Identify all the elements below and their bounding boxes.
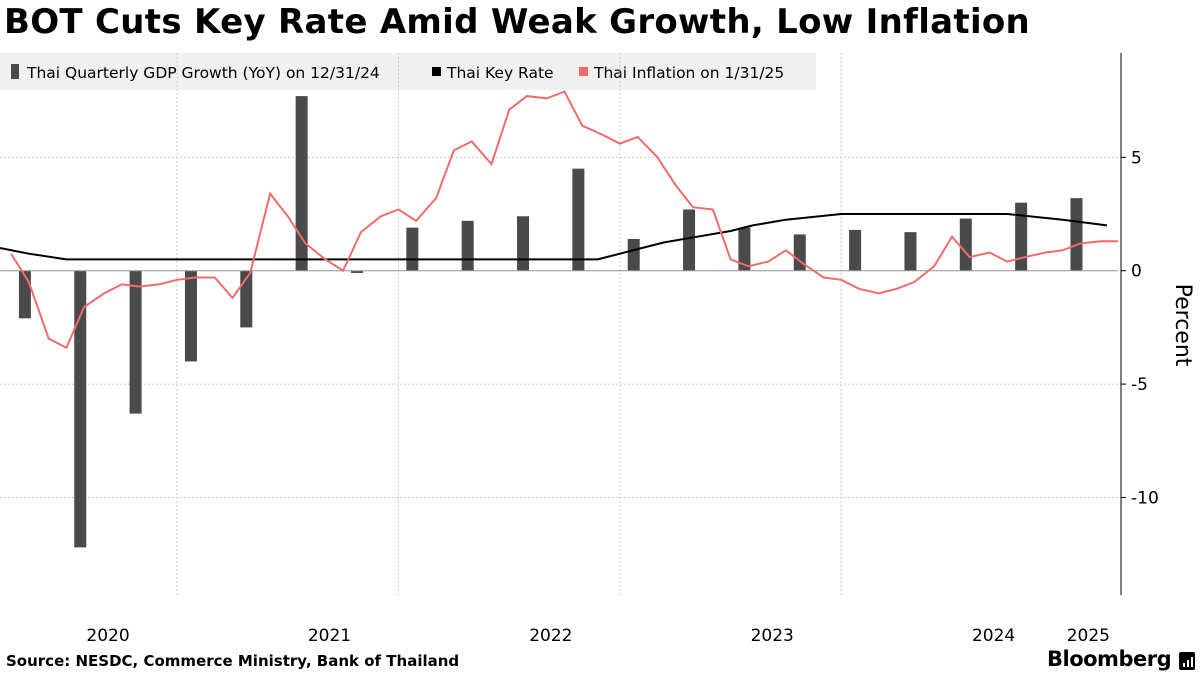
- legend-swatch-gdp: [11, 64, 19, 79]
- gdp-bar-2020Q1: [18, 270, 31, 319]
- y-tick-label: -10: [1131, 488, 1159, 508]
- legend-label-gdp: Thai Quarterly GDP Growth (YoY) on 12/31…: [26, 64, 380, 82]
- y-axis-ticks: 5 0 -5 -10: [1121, 148, 1159, 508]
- gdp-bar-2021Q3: [350, 270, 363, 273]
- y-tick-label: 5: [1131, 148, 1142, 168]
- legend-label-key-rate: Thai Key Rate: [446, 64, 554, 82]
- x-tick-label-2021: 2021: [308, 626, 351, 646]
- gdp-bar-2021Q1: [240, 270, 253, 328]
- legend-swatch-key-rate: [432, 67, 441, 76]
- gdp-bar-2024Q4: [1070, 198, 1083, 271]
- x-axis-labels: 2020 2021 2022 2023 2024 2025: [86, 626, 1110, 646]
- bloomberg-logo: Bloomberg: [1047, 647, 1172, 671]
- legend-label-inflation: Thai Inflation on 1/31/25: [593, 64, 784, 82]
- x-tick-label-2023: 2023: [751, 626, 794, 646]
- gdp-bar-2022Q1: [461, 220, 474, 271]
- gdp-bar-2022Q3: [572, 168, 585, 271]
- x-tick-label-2024: 2024: [972, 626, 1015, 646]
- gdp-bar-2022Q2: [517, 216, 530, 271]
- chart-title: BOT Cuts Key Rate Amid Weak Growth, Low …: [4, 2, 1031, 42]
- gdp-bar-2022Q4: [627, 238, 640, 271]
- gdp-bar-2023Q4: [849, 229, 862, 271]
- y-tick-label: 0: [1131, 262, 1142, 282]
- gridlines: [0, 53, 1118, 595]
- y-tick-label: -5: [1131, 375, 1148, 395]
- gdp-bar-2020Q4: [184, 270, 197, 362]
- key-rate-line: [0, 213, 1108, 261]
- gdp-bar-2021Q4: [406, 227, 419, 271]
- legend-swatch-inflation: [579, 67, 588, 76]
- gdp-bar-2020Q2: [74, 270, 87, 548]
- inflation-line: [10, 90, 1118, 350]
- gdp-bar-2023Q1: [683, 209, 696, 271]
- gdp-bar-2020Q3: [129, 270, 142, 414]
- gdp-bar-2024Q1: [904, 232, 917, 271]
- source-note: Source: NESDC, Commerce Ministry, Bank o…: [6, 652, 460, 670]
- x-tick-label-2022: 2022: [529, 626, 572, 646]
- x-tick-label-2025: 2025: [1067, 626, 1110, 646]
- gdp-bar-2021Q2: [295, 96, 308, 271]
- bloomberg-terminal-icon: [1179, 652, 1195, 670]
- gdp-bars: [18, 96, 1083, 548]
- gdp-bar-2023Q3: [793, 234, 806, 271]
- x-tick-label-2020: 2020: [86, 626, 129, 646]
- gdp-bar-2023Q2: [738, 227, 751, 271]
- legend: Thai Quarterly GDP Growth (YoY) on 12/31…: [11, 64, 784, 82]
- gdp-bar-2024Q2: [959, 218, 972, 271]
- y-axis-label: Percent: [1170, 284, 1195, 367]
- legend-background: [0, 53, 816, 90]
- gdp-bar-2024Q3: [1015, 202, 1028, 271]
